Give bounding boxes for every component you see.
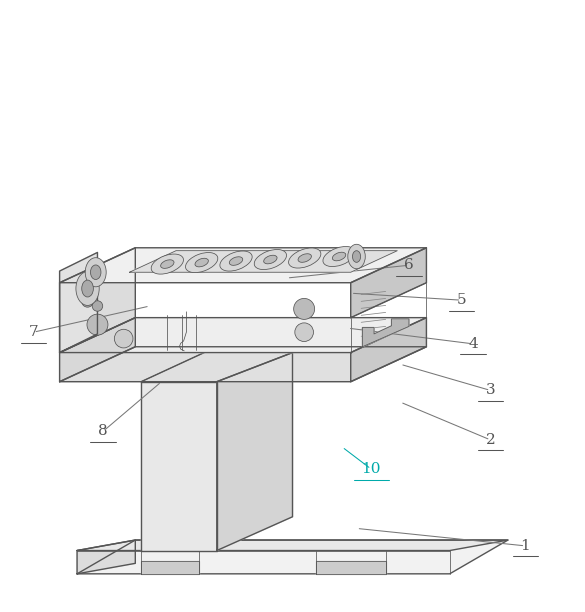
Circle shape [294,299,315,319]
Polygon shape [351,318,426,382]
Ellipse shape [288,248,321,268]
Ellipse shape [298,254,311,263]
Ellipse shape [185,253,218,272]
Circle shape [82,296,94,307]
Text: 1: 1 [521,539,530,553]
Polygon shape [141,382,217,551]
Polygon shape [77,540,508,551]
Text: 5: 5 [456,293,466,307]
Text: 10: 10 [362,462,381,476]
Polygon shape [60,248,135,353]
Text: 4: 4 [468,337,478,351]
Polygon shape [141,561,199,574]
Text: 8: 8 [98,424,108,438]
Ellipse shape [323,247,355,267]
Ellipse shape [161,260,174,269]
Polygon shape [129,251,397,272]
Ellipse shape [348,244,365,269]
Ellipse shape [353,251,360,263]
Text: 3: 3 [486,384,495,397]
Ellipse shape [264,255,277,264]
Text: 2: 2 [486,433,495,447]
Polygon shape [60,347,426,382]
Polygon shape [351,248,426,318]
Ellipse shape [332,252,346,261]
Polygon shape [60,252,98,353]
Ellipse shape [82,280,94,297]
Polygon shape [217,353,292,551]
Polygon shape [60,318,426,353]
Text: 7: 7 [29,325,38,339]
Ellipse shape [220,251,252,271]
Polygon shape [60,248,426,283]
Ellipse shape [151,254,184,274]
Ellipse shape [91,265,101,280]
Circle shape [87,314,108,335]
Polygon shape [362,319,409,347]
Ellipse shape [229,257,243,266]
Ellipse shape [85,258,106,287]
Polygon shape [77,540,135,574]
Polygon shape [316,561,386,574]
Circle shape [114,329,133,348]
Circle shape [295,323,314,341]
Text: 6: 6 [404,258,414,272]
Polygon shape [60,318,135,382]
Circle shape [92,300,103,312]
Polygon shape [77,540,508,574]
Polygon shape [141,347,292,382]
Ellipse shape [195,258,208,267]
Ellipse shape [254,250,287,269]
Ellipse shape [76,272,99,305]
